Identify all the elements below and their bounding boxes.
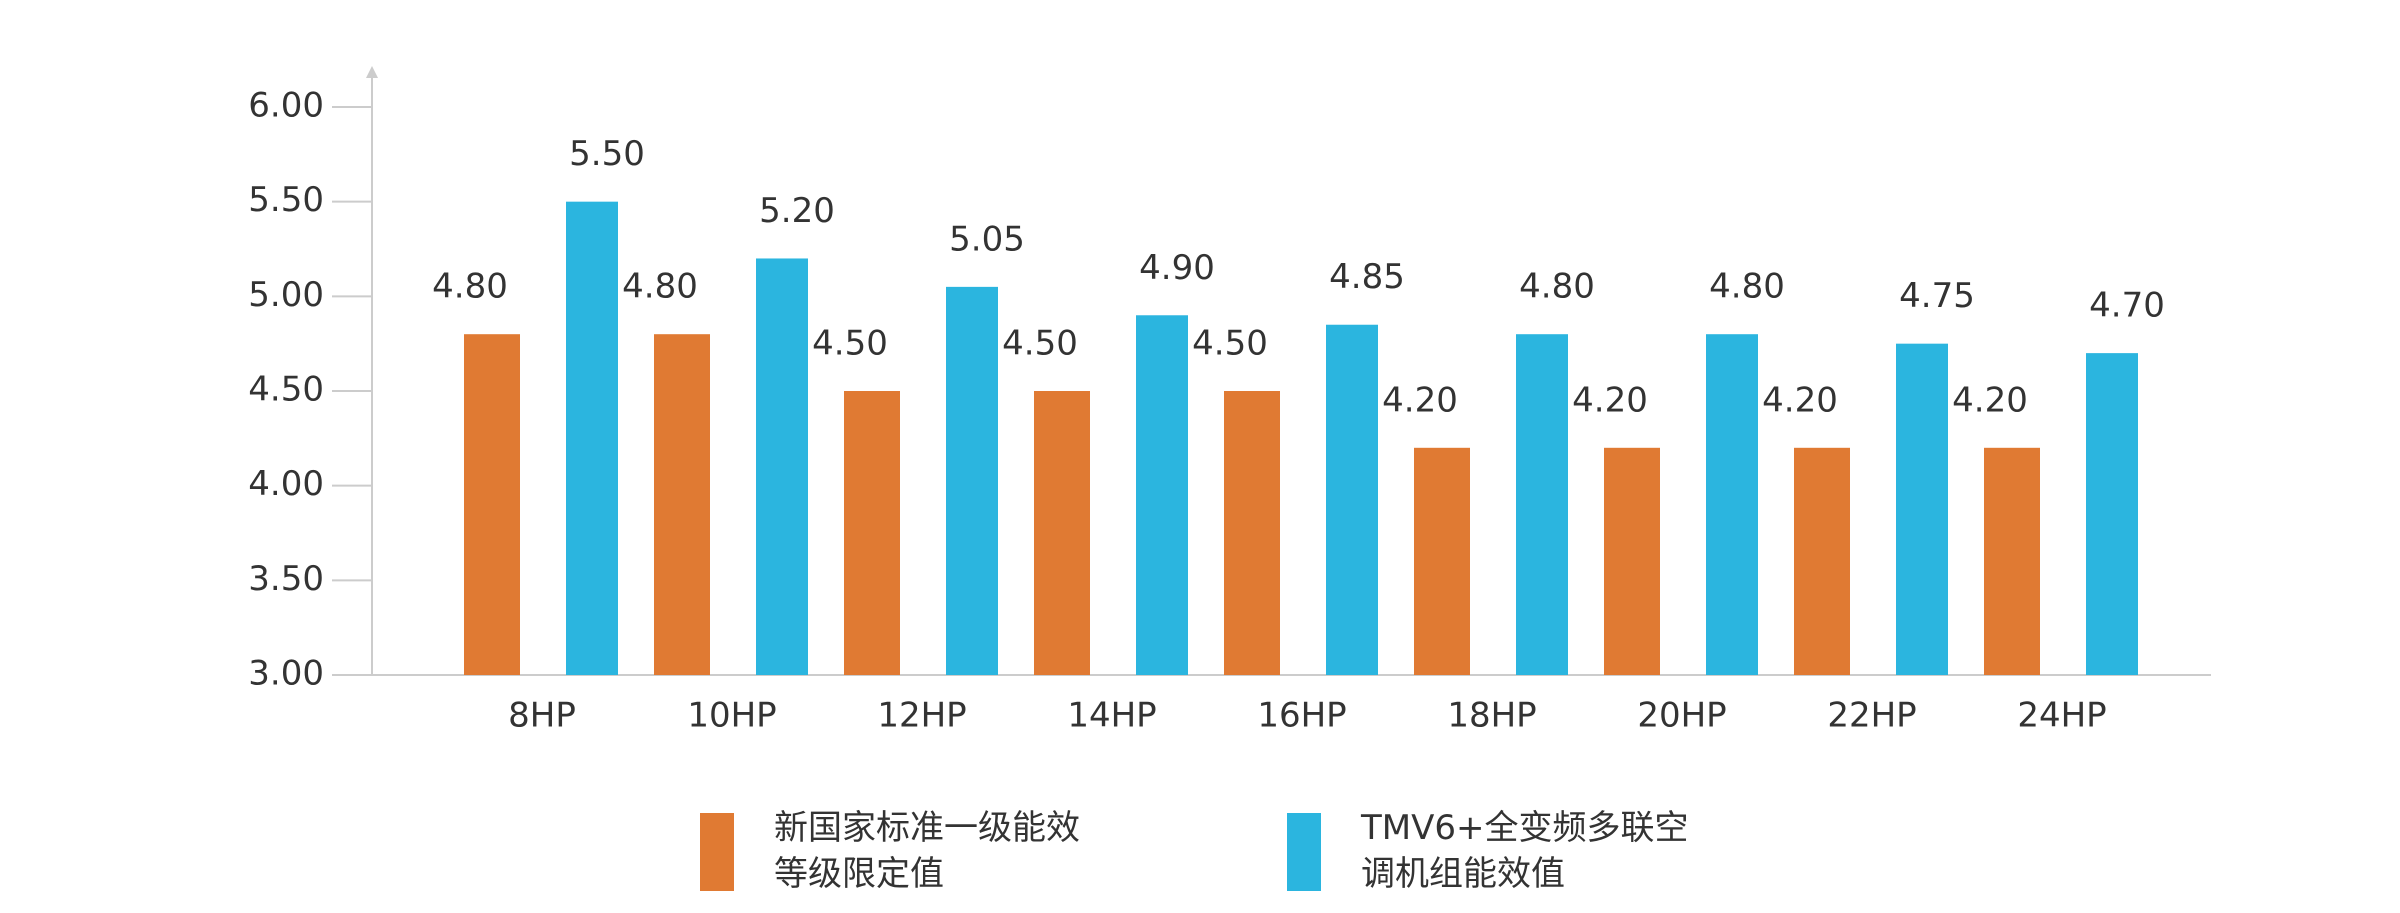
- value-label: 4.50: [1002, 324, 1078, 364]
- legend-label: TMV6+全变频多联空调机组能效值: [1361, 808, 1689, 894]
- legend-swatch: [1287, 813, 1321, 891]
- value-label: 4.70: [2089, 286, 2165, 326]
- x-tick-label: 10HP: [687, 696, 776, 736]
- x-tick-label: 12HP: [877, 696, 966, 736]
- value-label: 4.80: [1709, 267, 1785, 307]
- bar: [1224, 391, 1280, 675]
- value-label: 5.50: [569, 134, 645, 174]
- x-tick-label: 18HP: [1447, 696, 1536, 736]
- value-label: 4.50: [1192, 324, 1268, 364]
- legend-item: TMV6+全变频多联空调机组能效值: [1287, 805, 1691, 897]
- value-label: 4.50: [812, 324, 888, 364]
- bar: [566, 201, 618, 675]
- bar: [1326, 324, 1378, 675]
- x-tick-label: 8HP: [508, 696, 576, 736]
- value-label: 4.80: [622, 267, 698, 307]
- x-tick-label: 20HP: [1637, 696, 1726, 736]
- bar: [1984, 447, 2040, 675]
- bar: [1034, 391, 1090, 675]
- y-tick-label: 3.00: [248, 654, 324, 694]
- legend-item: 新国家标准一级能效等级限定值: [700, 805, 1104, 897]
- value-label: 4.20: [1762, 380, 1838, 420]
- legend-label: 新国家标准一级能效等级限定值: [774, 808, 1080, 894]
- bar: [654, 334, 710, 675]
- bar: [464, 334, 520, 675]
- x-tick-label: 24HP: [2017, 696, 2106, 736]
- value-label: 5.20: [759, 191, 835, 231]
- value-label: 4.20: [1952, 380, 2028, 420]
- value-label: 4.80: [1519, 267, 1595, 307]
- y-axis-arrow: [366, 66, 378, 78]
- y-tick-label: 3.50: [248, 559, 324, 599]
- value-label: 4.85: [1329, 257, 1405, 297]
- legend-swatch: [700, 813, 734, 891]
- y-tick-label: 4.50: [248, 370, 324, 410]
- bar: [756, 258, 808, 675]
- value-label: 4.20: [1382, 380, 1458, 420]
- value-label: 4.90: [1139, 248, 1215, 288]
- value-label: 5.05: [949, 219, 1025, 259]
- y-tick-label: 6.00: [248, 86, 324, 126]
- y-tick-label: 5.50: [248, 180, 324, 220]
- value-label: 4.20: [1572, 380, 1648, 420]
- value-label: 4.80: [432, 267, 508, 307]
- bar: [1516, 334, 1568, 675]
- bar: [1136, 315, 1188, 675]
- bar: [1604, 447, 1660, 675]
- y-tick-label: 4.00: [248, 464, 324, 504]
- bar: [2086, 353, 2138, 675]
- x-tick-label: 16HP: [1257, 696, 1346, 736]
- bar: [1414, 447, 1470, 675]
- y-tick-label: 5.00: [248, 275, 324, 315]
- bar: [844, 391, 900, 675]
- bar: [1794, 447, 1850, 675]
- x-tick-label: 22HP: [1827, 696, 1916, 736]
- bar: [1896, 343, 1948, 675]
- bar: [1706, 334, 1758, 675]
- bar: [946, 286, 998, 675]
- x-tick-label: 14HP: [1067, 696, 1156, 736]
- value-label: 4.75: [1899, 276, 1975, 316]
